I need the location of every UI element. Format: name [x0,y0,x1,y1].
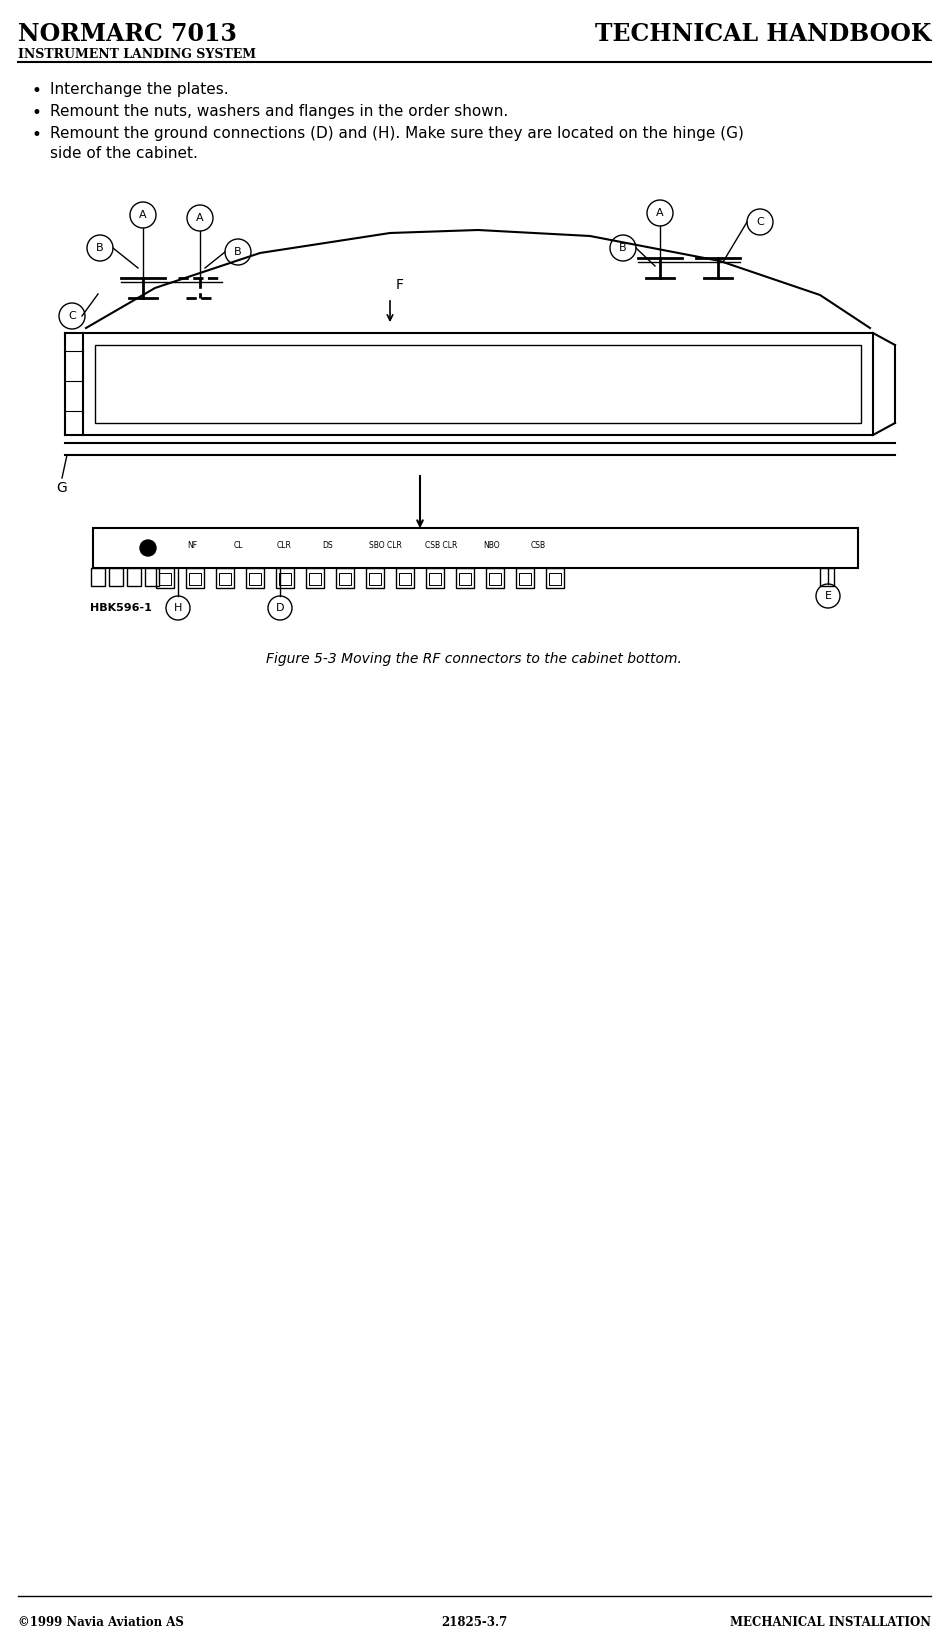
Bar [486,568,504,588]
Text: A: A [140,211,147,220]
Text: side of the cabinet.: side of the cabinet. [50,145,198,162]
Text: B: B [619,243,626,253]
Bar [279,573,291,584]
Text: Interchange the plates.: Interchange the plates. [50,82,229,96]
Text: Remount the nuts, washers and flanges in the order shown.: Remount the nuts, washers and flanges in… [50,104,509,119]
Text: Remount the ground connections (D) and (H). Make sure they are located on the hi: Remount the ground connections (D) and (… [50,126,744,140]
Text: NF: NF [187,542,197,550]
Bar [546,568,564,588]
Bar [127,568,141,586]
Bar [549,573,561,584]
Text: A: A [196,214,204,224]
Text: CSB: CSB [530,542,546,550]
Bar [369,573,381,584]
Circle shape [140,540,156,557]
Bar [246,568,264,588]
Bar [396,568,414,588]
Text: B: B [96,243,103,253]
Text: HBK596-1: HBK596-1 [90,602,152,614]
Bar [489,573,501,584]
Bar [249,573,261,584]
Bar [516,568,534,588]
Text: CSB CLR: CSB CLR [425,542,457,550]
Text: MECHANICAL INSTALLATION: MECHANICAL INSTALLATION [730,1616,931,1629]
Bar [93,529,858,568]
Text: F: F [396,277,404,292]
Text: NORMARC 7013: NORMARC 7013 [18,21,237,46]
Bar [216,568,234,588]
Bar [456,568,474,588]
Bar [399,573,411,584]
Text: CL: CL [233,542,243,550]
Bar [429,573,441,584]
Text: C: C [756,217,764,227]
Text: •: • [32,104,42,122]
Bar [95,344,861,423]
Bar [219,573,231,584]
Text: E: E [825,591,831,601]
Text: Figure 5-3 Moving the RF connectors to the cabinet bottom.: Figure 5-3 Moving the RF connectors to t… [266,653,682,666]
Bar [189,573,201,584]
Bar [519,573,531,584]
Bar [109,568,123,586]
Text: ©1999 Navia Aviation AS: ©1999 Navia Aviation AS [18,1616,184,1629]
Text: •: • [32,126,42,144]
Bar [366,568,384,588]
Bar [309,573,321,584]
Text: INSTRUMENT LANDING SYSTEM: INSTRUMENT LANDING SYSTEM [18,47,256,60]
Text: C: C [68,312,76,322]
Bar [83,333,873,436]
Bar [306,568,324,588]
Text: •: • [32,82,42,100]
Text: H: H [174,602,182,614]
Bar [459,573,471,584]
Text: D: D [276,602,285,614]
Text: B: B [234,246,242,256]
Text: TECHNICAL HANDBOOK: TECHNICAL HANDBOOK [595,21,931,46]
Bar [159,573,171,584]
Text: DS: DS [323,542,333,550]
Bar [156,568,174,588]
Bar [426,568,444,588]
Bar [186,568,204,588]
Text: G: G [57,481,67,494]
Bar [820,568,834,586]
Text: SBO CLR: SBO CLR [368,542,401,550]
Text: 21825-3.7: 21825-3.7 [441,1616,507,1629]
Bar [339,573,351,584]
Text: A: A [656,207,663,219]
Bar [336,568,354,588]
Text: CLR: CLR [276,542,291,550]
Bar [91,568,105,586]
Bar [145,568,159,586]
Text: NBO: NBO [484,542,500,550]
Bar [276,568,294,588]
